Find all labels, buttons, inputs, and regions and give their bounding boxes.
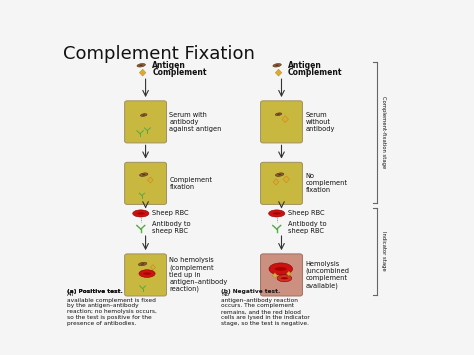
Polygon shape bbox=[273, 179, 279, 185]
Text: (b) Negative test.: (b) Negative test. bbox=[221, 289, 280, 294]
Text: Complement: Complement bbox=[152, 68, 207, 77]
Text: Complement: Complement bbox=[288, 68, 343, 77]
Text: Sheep RBC: Sheep RBC bbox=[288, 211, 325, 217]
Ellipse shape bbox=[275, 113, 282, 116]
Polygon shape bbox=[150, 264, 155, 270]
Ellipse shape bbox=[275, 65, 279, 66]
Ellipse shape bbox=[139, 270, 155, 277]
Text: Indicator stage: Indicator stage bbox=[382, 231, 386, 271]
Ellipse shape bbox=[140, 114, 147, 116]
FancyBboxPatch shape bbox=[261, 101, 302, 143]
Text: All
available complement is fixed
by the antigen–antibody
reaction; no hemolysis: All available complement is fixed by the… bbox=[66, 292, 156, 326]
Text: Serum
without
antibody: Serum without antibody bbox=[305, 112, 335, 132]
Text: Serum with
antibody
against antigen: Serum with antibody against antigen bbox=[169, 112, 222, 132]
Ellipse shape bbox=[137, 64, 146, 67]
Ellipse shape bbox=[133, 210, 149, 217]
FancyBboxPatch shape bbox=[125, 162, 166, 204]
Polygon shape bbox=[282, 116, 289, 122]
Ellipse shape bbox=[143, 115, 145, 116]
Ellipse shape bbox=[281, 277, 288, 279]
Polygon shape bbox=[287, 271, 291, 276]
Text: Hemolysis
(uncombined
complement
available): Hemolysis (uncombined complement availab… bbox=[305, 261, 349, 289]
Ellipse shape bbox=[138, 262, 147, 266]
Ellipse shape bbox=[275, 173, 284, 176]
Ellipse shape bbox=[137, 212, 145, 214]
Text: Antigen: Antigen bbox=[288, 61, 322, 70]
FancyBboxPatch shape bbox=[125, 101, 166, 143]
Text: No
complement
fixation: No complement fixation bbox=[305, 173, 347, 193]
Text: Complement Fixation: Complement Fixation bbox=[63, 45, 255, 63]
Ellipse shape bbox=[139, 65, 143, 66]
Text: (a) Positive test. All
available complement is fixed
by the antigen–antibody
rea: (a) Positive test. All available complem… bbox=[66, 289, 156, 323]
Text: Sheep RBC: Sheep RBC bbox=[152, 211, 189, 217]
Text: Complement-fixation stage: Complement-fixation stage bbox=[382, 96, 386, 169]
Ellipse shape bbox=[143, 272, 151, 275]
Text: No
antigen–antibody reaction
occurs. The complement
remains, and the red blood
c: No antigen–antibody reaction occurs. The… bbox=[221, 292, 310, 326]
Ellipse shape bbox=[269, 210, 285, 217]
Text: Antibody to
sheep RBC: Antibody to sheep RBC bbox=[152, 221, 191, 234]
Text: Complement
fixation: Complement fixation bbox=[169, 177, 212, 190]
Ellipse shape bbox=[141, 263, 144, 265]
FancyBboxPatch shape bbox=[261, 162, 302, 204]
Ellipse shape bbox=[278, 174, 281, 175]
Ellipse shape bbox=[139, 173, 148, 176]
FancyBboxPatch shape bbox=[125, 254, 166, 296]
Ellipse shape bbox=[142, 174, 146, 175]
Polygon shape bbox=[139, 69, 146, 76]
Polygon shape bbox=[275, 69, 282, 76]
Ellipse shape bbox=[277, 275, 292, 282]
Ellipse shape bbox=[273, 212, 281, 214]
Text: Antigen: Antigen bbox=[152, 61, 186, 70]
Polygon shape bbox=[283, 176, 290, 183]
Ellipse shape bbox=[277, 114, 280, 115]
Polygon shape bbox=[147, 177, 153, 183]
Text: (a) Positive test.: (a) Positive test. bbox=[66, 289, 122, 294]
Ellipse shape bbox=[273, 64, 281, 67]
Text: Antibody to
sheep RBC: Antibody to sheep RBC bbox=[288, 221, 327, 234]
Polygon shape bbox=[272, 273, 277, 278]
Ellipse shape bbox=[275, 267, 287, 271]
Ellipse shape bbox=[269, 263, 292, 275]
Text: (a) Positive test.: (a) Positive test. bbox=[66, 289, 122, 294]
FancyBboxPatch shape bbox=[261, 254, 302, 296]
Text: No hemolysis
(complement
tied up in
antigen–antibody
reaction): No hemolysis (complement tied up in anti… bbox=[169, 257, 228, 293]
